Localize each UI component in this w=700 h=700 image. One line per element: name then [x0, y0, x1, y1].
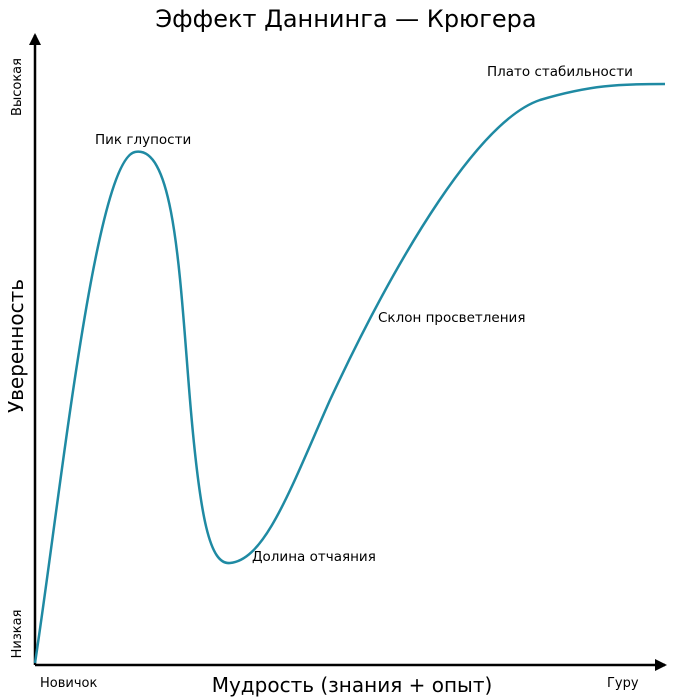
x-axis-title: Мудрость (знания + опыт) [212, 673, 493, 697]
x-axis-max-label: Гуру [607, 676, 639, 691]
annotation-peak: Пик глупости [95, 132, 191, 148]
y-axis-max-label: Высокая [10, 58, 25, 116]
annotation-slope: Склон просветления [378, 310, 525, 326]
y-axis-title: Уверенность [4, 279, 28, 413]
confidence-curve [33, 82, 666, 664]
x-axis-min-label: Новичок [40, 676, 97, 691]
annotation-valley: Долина отчаяния [252, 549, 376, 565]
diagram-title: Эффект Даннинга — Крюгера [155, 5, 536, 33]
y-axis-min-label: Низкая [10, 610, 25, 659]
annotation-plateau: Плато стабильности [487, 64, 633, 80]
